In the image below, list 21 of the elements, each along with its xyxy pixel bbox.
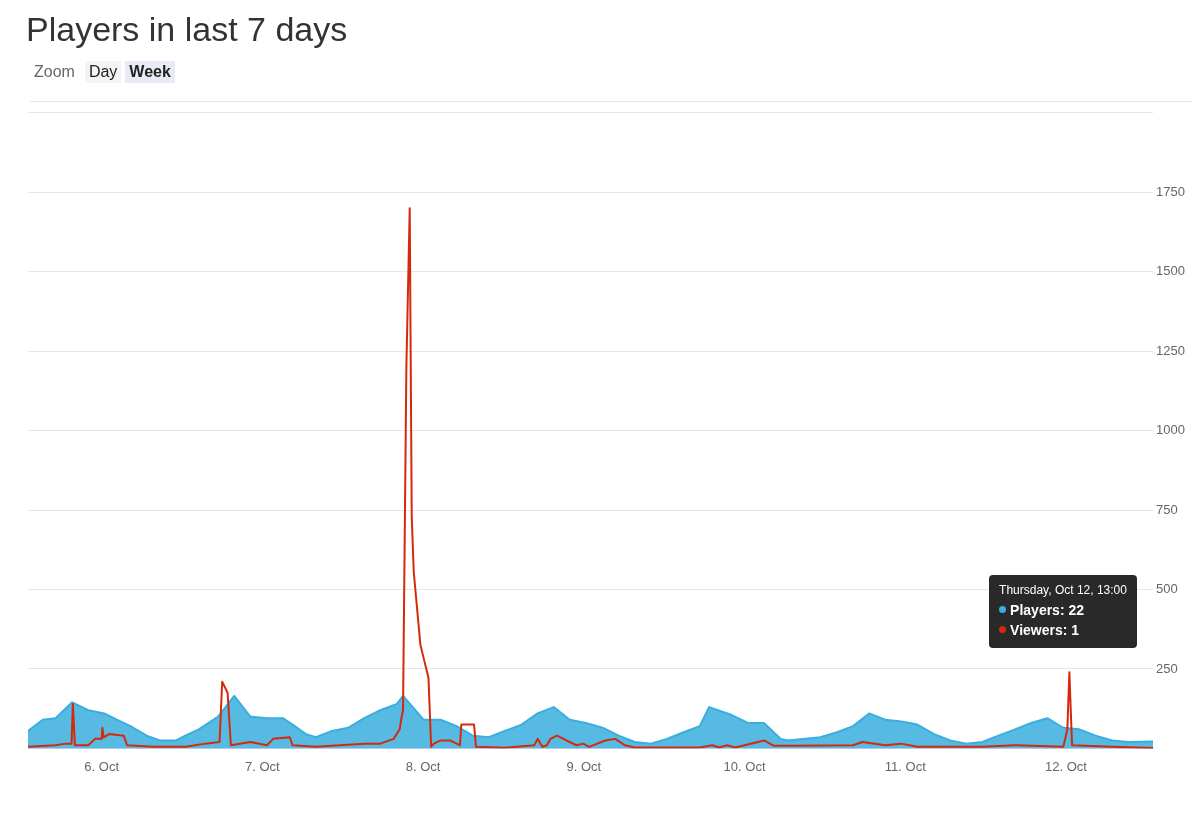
y-tick-label: 1250: [1156, 342, 1185, 358]
y-tick-label: 1750: [1156, 183, 1185, 199]
y-tick-label: 1500: [1156, 263, 1185, 279]
x-tick-label: 10. Oct: [723, 758, 766, 774]
y-tick-label: 1000: [1156, 422, 1185, 438]
x-tick-label: 9. Oct: [566, 758, 602, 774]
annotation: Viewers: 1: [1010, 620, 1080, 640]
text: Week: [125, 61, 175, 83]
y-tick-label: 250: [1156, 660, 1178, 676]
annotation: Players: 22: [1010, 600, 1085, 620]
x-tick-label: 7. Oct: [245, 758, 281, 774]
annotation: Thursday, Oct 12, 13:00: [999, 582, 1127, 597]
text: Zoom: [33, 62, 76, 82]
x-tick-label: 11. Oct: [884, 758, 927, 774]
y-tick-label: 750: [1156, 501, 1178, 517]
y-tick-label: 500: [1156, 581, 1178, 597]
x-tick-label: 6. Oct: [84, 758, 120, 774]
chart-title: Players in last 7 days: [26, 10, 349, 49]
x-tick-label: 12. Oct: [1045, 758, 1088, 774]
x-tick-label: 8. Oct: [405, 758, 441, 774]
text: Day: [84, 61, 122, 83]
